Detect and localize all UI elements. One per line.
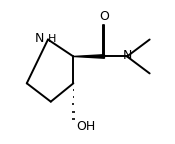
Text: N: N: [34, 32, 44, 45]
Text: N: N: [122, 49, 132, 62]
Text: H: H: [48, 34, 56, 44]
Polygon shape: [73, 55, 104, 58]
Text: O: O: [100, 10, 109, 23]
Text: OH: OH: [76, 120, 95, 133]
